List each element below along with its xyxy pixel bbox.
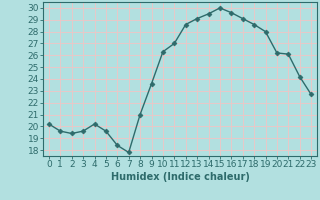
X-axis label: Humidex (Indice chaleur): Humidex (Indice chaleur) <box>111 172 249 182</box>
